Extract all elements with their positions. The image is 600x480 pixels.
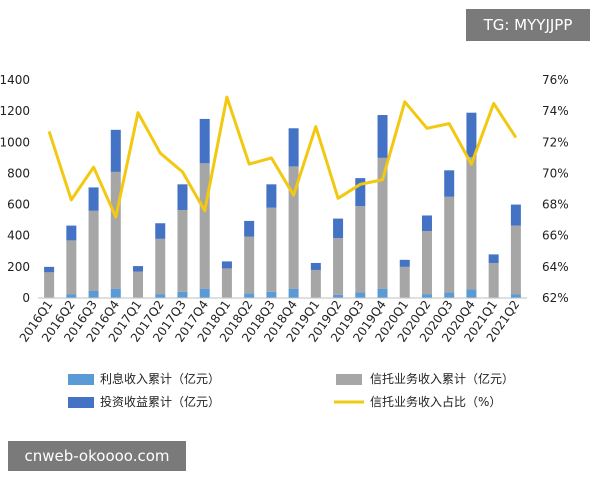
watermark-bottom: cnweb-okoooo.com — [8, 441, 186, 471]
y-left-tick-label: 800 — [7, 166, 30, 180]
bar-segment — [288, 288, 299, 298]
bar-segment — [399, 266, 410, 298]
bar-segment — [288, 128, 299, 167]
bar-segment — [510, 225, 521, 295]
y-left-tick-label: 400 — [7, 229, 30, 243]
bar-segment — [44, 266, 55, 273]
bar-segment — [221, 261, 232, 269]
bar-segment — [310, 262, 321, 270]
bar-segment — [133, 271, 144, 298]
y-left-tick-label: 1000 — [0, 135, 30, 149]
bar-segment — [466, 289, 477, 298]
bar-segment — [244, 293, 255, 298]
bar-segment — [288, 166, 299, 289]
y-left-tick-label: 200 — [7, 260, 30, 274]
legend-label: 信托业务收入占比（%） — [370, 394, 501, 409]
bar-segment — [66, 240, 77, 295]
bar-segment — [421, 231, 432, 295]
bar-segment — [244, 220, 255, 237]
bar-segment — [244, 236, 255, 294]
bar-segment — [466, 157, 477, 290]
legend-label: 信托业务收入累计（亿元） — [370, 371, 514, 386]
bar-group — [44, 112, 521, 298]
bar-segment — [355, 206, 366, 293]
bar-segment — [333, 218, 344, 239]
legend-swatch — [68, 397, 94, 408]
bar-segment — [66, 294, 77, 298]
line-series — [47, 95, 518, 219]
bar-segment — [377, 157, 388, 289]
bar-segment — [510, 204, 521, 226]
bar-segment — [177, 291, 188, 298]
bar-segment — [155, 294, 166, 298]
y-right-tick-label: 64% — [542, 260, 569, 274]
bar-segment — [88, 187, 99, 211]
bar-segment — [355, 178, 366, 207]
right-axis: 62% 64% 66% 68% 70% 72% 74% 76% — [542, 73, 569, 305]
legend-label: 投资收益累计（亿元） — [100, 394, 220, 409]
legend-swatch — [336, 374, 362, 385]
y-left-tick-label: 600 — [7, 198, 30, 212]
bar-segment — [444, 196, 455, 293]
bar-segment — [421, 215, 432, 232]
bar-segment — [133, 266, 144, 272]
bar-segment — [266, 184, 277, 208]
bar-segment — [88, 290, 99, 298]
bar-segment — [199, 163, 210, 289]
line-share-path — [47, 95, 518, 219]
bar-segment — [310, 269, 321, 298]
bar-segment — [377, 288, 388, 298]
bar-segment — [199, 288, 210, 298]
bar-segment — [333, 294, 344, 298]
bar-segment — [510, 294, 521, 298]
y-left-tick-label: 1400 — [0, 73, 30, 87]
bar-segment — [444, 292, 455, 298]
x-axis: 2016Q12016Q22016Q32016Q42017Q12017Q22017… — [17, 297, 527, 345]
bar-segment — [399, 259, 410, 267]
legend-label: 利息收入累计（亿元） — [100, 371, 220, 386]
legend-swatch — [68, 374, 94, 385]
bar-segment — [266, 291, 277, 298]
bar-segment — [88, 210, 99, 291]
y-right-tick-label: 74% — [542, 104, 569, 118]
bar-segment — [488, 262, 499, 298]
bar-segment — [199, 118, 210, 164]
y-right-tick-label: 70% — [542, 166, 569, 180]
bar-segment — [466, 112, 477, 158]
y-right-tick-label: 62% — [542, 291, 569, 305]
bar-segment — [377, 115, 388, 158]
y-right-tick-label: 68% — [542, 198, 569, 212]
y-left-tick-label: 1200 — [0, 104, 30, 118]
bar-segment — [155, 238, 166, 295]
bar-segment — [177, 210, 188, 292]
bar-segment — [177, 184, 188, 211]
bar-segment — [110, 129, 121, 172]
bar-segment — [333, 238, 344, 295]
y-right-tick-label: 72% — [542, 135, 569, 149]
bar-segment — [110, 288, 121, 298]
y-right-tick-label: 66% — [542, 229, 569, 243]
y-right-tick-label: 76% — [542, 73, 569, 87]
watermark-top: TG: MYYJJPP — [466, 9, 590, 41]
y-left-tick-label: 0 — [22, 291, 30, 305]
bar-segment — [44, 272, 55, 298]
bar-segment — [421, 294, 432, 298]
bar-segment — [488, 254, 499, 263]
bar-segment — [444, 170, 455, 197]
legend: 利息收入累计（亿元） 信托业务收入累计（亿元） 投资收益累计（亿元） 信托业务收入占比… — [68, 371, 514, 409]
bar-segment — [266, 207, 277, 292]
bar-segment — [110, 171, 121, 289]
bar-segment — [66, 225, 77, 241]
bar-segment — [221, 268, 232, 298]
bar-segment — [155, 223, 166, 239]
left-axis: 0 200 400 600 800 1000 1200 1400 — [0, 73, 30, 305]
bar-segment — [355, 292, 366, 298]
